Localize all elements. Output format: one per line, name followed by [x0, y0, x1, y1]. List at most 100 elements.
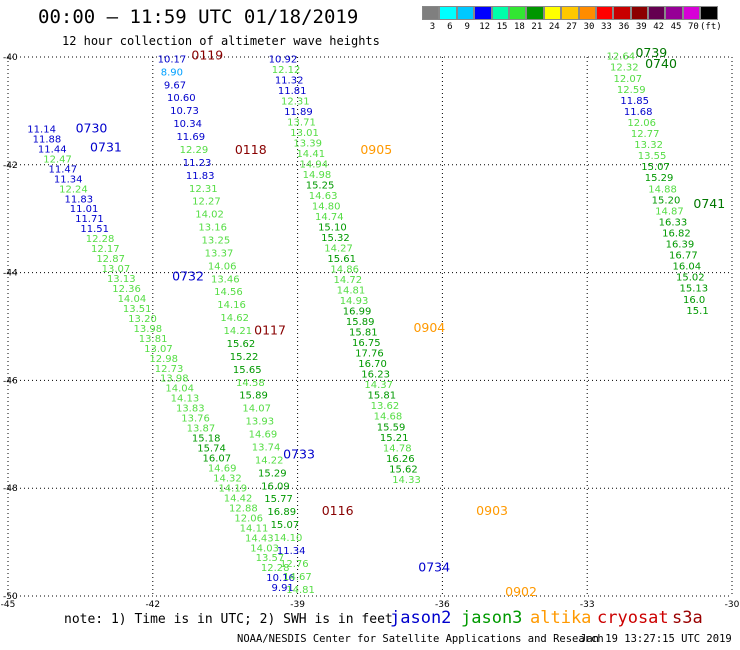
color-scale-label: 21 — [531, 22, 543, 32]
wave-height-value: 15.10 — [318, 223, 347, 234]
wave-height-value: 13.57 — [256, 553, 285, 564]
wave-height-value: 16.77 — [669, 251, 698, 262]
wave-height-value: 12.32 — [610, 63, 639, 74]
wave-height-value: 14.16 — [217, 300, 246, 311]
wave-height-value: 14.13 — [171, 394, 200, 405]
wave-height-value: 13.98 — [133, 324, 162, 335]
wave-height-value: 15.22 — [230, 352, 259, 363]
color-scale-label: 3 — [429, 22, 436, 32]
wave-height-value: 16.26 — [386, 454, 415, 465]
color-scale-cell — [578, 6, 596, 20]
wave-height-value: 11.51 — [80, 224, 109, 235]
pass-time-label: 0904 — [413, 320, 445, 335]
wave-height-value: 11.68 — [624, 107, 653, 118]
pass-time-label: 0739 — [635, 45, 667, 60]
wave-height-value: 14.32 — [213, 473, 242, 484]
wave-height-value: 13.98 — [160, 374, 189, 385]
y-tick-label: -42 — [3, 161, 18, 171]
wave-height-value: 10.17 — [158, 54, 187, 65]
wave-height-value: 16.39 — [666, 240, 695, 251]
wave-height-value: 11.47 — [49, 164, 78, 175]
wave-height-value: 9.67 — [164, 80, 186, 91]
color-scale-cell — [543, 6, 562, 20]
x-tick-label: -42 — [145, 600, 160, 610]
wave-height-value: 13.13 — [107, 274, 136, 285]
x-tick-label: -36 — [435, 600, 450, 610]
color-scale-label: 30 — [583, 22, 595, 32]
wave-height-value: 13.46 — [211, 274, 240, 285]
wave-height-value: 15.1 — [686, 306, 708, 317]
wave-height-value: 11.81 — [278, 86, 307, 97]
wave-height-value: 12.59 — [617, 85, 646, 96]
wave-height-value: 10.73 — [170, 106, 199, 117]
wave-height-value: 12.12 — [272, 65, 301, 76]
footer-note: note: 1) Time is in UTC; 2) SWH is in fe… — [64, 612, 393, 627]
wave-height-value: 14.80 — [312, 202, 341, 213]
color-scale-cell — [648, 6, 666, 20]
x-tick-label: -33 — [580, 600, 595, 610]
wave-height-value: 14.94 — [300, 159, 329, 170]
wave-height-value: 13.07 — [102, 264, 131, 275]
wave-height-value: 11.34 — [277, 546, 306, 557]
color-scale-label: 33 — [601, 22, 612, 32]
wave-height-value: 13.74 — [252, 442, 281, 453]
wave-height-value: 12.17 — [91, 244, 120, 255]
wave-height-value: 13.32 — [634, 140, 663, 151]
pass-time-label: 0119 — [191, 48, 223, 63]
color-scale-bar — [422, 6, 718, 20]
wave-height-value: 15.61 — [327, 254, 356, 265]
y-tick-label: -46 — [3, 376, 18, 386]
pass-time-label: 0740 — [645, 56, 677, 71]
wave-height-value: 15.07 — [271, 520, 300, 531]
wave-height-value: 15.74 — [197, 444, 226, 455]
wave-height-value: 11.88 — [33, 134, 62, 145]
wave-height-value: 14.67 — [283, 572, 312, 583]
wave-height-value: 16.0 — [683, 295, 705, 306]
wave-height-value: 15.62 — [389, 464, 418, 475]
wave-height-value: 13.55 — [638, 151, 667, 162]
color-scale-cell — [682, 6, 701, 20]
wave-height-value: 13.37 — [205, 248, 234, 259]
chart-title: 00:00 – 11:59 UTC 01/18/2019 — [38, 6, 359, 28]
x-tick-label: -45 — [1, 600, 16, 610]
wave-height-value: 14.78 — [383, 443, 412, 454]
color-scale-cell — [422, 6, 440, 20]
wave-height-value: 14.21 — [224, 326, 253, 337]
wave-height-value: 16.33 — [659, 217, 688, 228]
wave-height-value: 12.88 — [229, 503, 258, 514]
wave-height-value: 16.04 — [673, 262, 702, 273]
color-scale-cell — [700, 6, 718, 20]
wave-height-value: 13.83 — [176, 404, 205, 415]
wave-height-value: 12.31 — [281, 96, 310, 107]
wave-height-value: 13.93 — [245, 417, 274, 428]
color-scale-label: 39 — [635, 22, 647, 32]
wave-height-value: 15.13 — [679, 284, 708, 295]
wave-height-value: 15.07 — [641, 162, 670, 173]
wave-height-value: 12.77 — [631, 129, 660, 140]
legend-s3a: s3a — [672, 608, 703, 628]
wave-height-value: 12.06 — [627, 118, 656, 129]
pass-time-label: 0730 — [76, 120, 108, 135]
wave-height-value: 13.71 — [287, 117, 316, 128]
wave-height-value: 14.58 — [236, 378, 265, 389]
wave-height-value: 17.76 — [355, 349, 384, 360]
wave-height-value: 14.10 — [274, 533, 303, 544]
wave-height-value: 12.24 — [59, 184, 88, 195]
wave-height-value: 11.85 — [620, 96, 649, 107]
wave-height-value: 13.39 — [293, 138, 322, 149]
wave-height-value: 12.64 — [607, 52, 636, 63]
wave-height-value: 16.89 — [267, 507, 296, 518]
pass-time-label: 0118 — [235, 142, 267, 157]
wave-height-value: 11.83 — [64, 194, 93, 205]
color-scale-cell — [665, 6, 683, 20]
color-scale-cell — [508, 6, 527, 20]
wave-height-value: 14.62 — [220, 313, 249, 324]
wave-height-value: 16.23 — [361, 370, 390, 381]
legend-cryosat: cryosat — [597, 608, 669, 628]
wave-height-value: 15.81 — [367, 391, 396, 402]
wave-height-value: 16.09 — [261, 481, 290, 492]
y-tick-label: -50 — [3, 592, 18, 602]
wave-height-value: 11.01 — [70, 204, 99, 215]
wave-height-value: 14.07 — [242, 404, 271, 415]
